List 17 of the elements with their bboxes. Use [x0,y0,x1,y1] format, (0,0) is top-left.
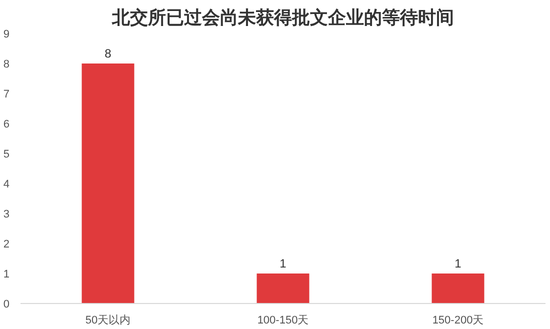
y-tick-label: 2 [3,238,10,250]
y-tick-label: 7 [3,88,10,100]
data-label: 1 [454,256,462,270]
y-tick-label: 0 [3,298,10,310]
x-tick-label: 50天以内 [85,314,131,326]
y-tick-label: 9 [3,28,10,40]
y-tick-label: 3 [3,208,10,220]
y-tick-label: 4 [3,178,10,190]
y-tick-label: 1 [3,268,10,280]
y-tick-label: 6 [3,118,10,130]
data-label: 1 [280,256,287,270]
data-label: 8 [104,46,112,60]
y-tick-label: 8 [3,58,10,70]
y-tick-label: 5 [3,148,10,160]
chart-title: 北交所已过会尚未获得批文企业的等待时间 [111,8,454,28]
x-tick-label: 100-150天 [257,314,309,326]
x-tick-label: 150-200天 [432,314,484,326]
